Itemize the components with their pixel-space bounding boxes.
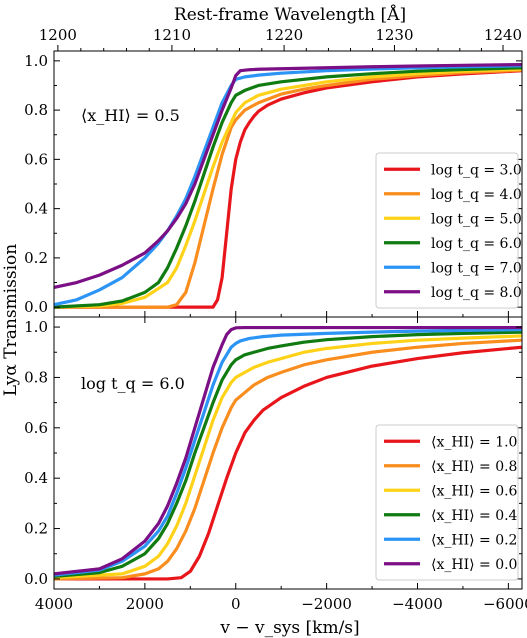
top-tick-label: 1240 [484, 26, 522, 44]
legend-label: ⟨x_HI⟩ = 0.2 [431, 532, 517, 548]
series-line-6 [54, 62, 522, 290]
legend-label: log t_q = 5.0 [431, 211, 522, 227]
y-tick-label: 0.8 [24, 101, 48, 119]
legend-label: log t_q = 4.0 [431, 187, 522, 203]
y-tick-label: 0.6 [24, 419, 48, 437]
series-line-2 [54, 338, 522, 581]
legend-label: log t_q = 8.0 [431, 285, 522, 301]
series-line-4 [54, 330, 522, 579]
panel-annotation: log t_q = 6.0 [81, 374, 185, 393]
series-line-3 [54, 67, 522, 309]
legend-label: log t_q = 6.0 [431, 236, 522, 252]
series-line-2 [54, 68, 522, 309]
series-line-6 [54, 325, 522, 576]
panel-annotation: ⟨x_HI⟩ = 0.5 [81, 106, 180, 125]
series-line-1 [54, 345, 522, 581]
legend-label: log t_q = 7.0 [431, 260, 522, 276]
x-tick-label: 2000 [126, 595, 164, 613]
y-tick-label: 0.2 [24, 249, 48, 267]
top-tick-label: 1210 [153, 26, 191, 44]
series-line-5 [54, 64, 522, 307]
x-tick-label: 0 [231, 595, 241, 613]
panel-bottom: 0.0 0.2 0.4 0.6 0.8 1.0 log t_q = 6.0 ⟨x_HI⟩ = … [24, 316, 527, 613]
y-tick-label: 0.4 [24, 469, 48, 487]
top-axis-title: Rest-frame Wavelength [Å] [174, 4, 406, 25]
panel-top: 0.0 0.2 0.4 0.6 0.8 1.0 ⟨x_HI⟩ = 0.5 log t_q = … [24, 26, 523, 318]
legend-label: log t_q = 3.0 [431, 162, 522, 178]
bottom-axis-title: v − v_sys [km/s] [219, 618, 359, 638]
y-tick-label: 1.0 [24, 52, 48, 70]
y-tick-label: 0.8 [24, 368, 48, 386]
legend-label: ⟨x_HI⟩ = 0.8 [431, 459, 517, 475]
legend-box [375, 424, 519, 581]
y-tick-label: 0.0 [24, 298, 48, 316]
top-tick-label: 1220 [265, 26, 303, 44]
x-tick-label: −4000 [392, 595, 443, 613]
y-tick-label: 0.4 [24, 200, 48, 218]
top-tick-label: 1230 [375, 26, 413, 44]
legend-label: ⟨x_HI⟩ = 0.0 [431, 557, 517, 573]
x-tick-label: −2000 [301, 595, 352, 613]
top-tick-label: 1200 [39, 26, 77, 44]
legend-label: ⟨x_HI⟩ = 0.4 [431, 508, 518, 524]
y-tick-label: 0.0 [24, 570, 48, 588]
y-tick-label: 0.6 [24, 150, 48, 168]
series-line-1 [54, 69, 522, 309]
y-tick-label: 1.0 [24, 318, 48, 336]
legend-label: ⟨x_HI⟩ = 0.6 [431, 483, 518, 499]
y-tick-label: 0.2 [24, 520, 48, 538]
series-line-5 [54, 327, 522, 577]
y-axis-title: Lyα Transmission [1, 244, 21, 396]
legend-box [375, 152, 519, 309]
series-line-4 [54, 66, 522, 309]
x-tick-label: −6000 [483, 595, 527, 613]
legend-label: ⟨x_HI⟩ = 1.0 [431, 434, 517, 450]
x-tick-label: 4000 [35, 595, 73, 613]
series-line-3 [54, 334, 522, 580]
